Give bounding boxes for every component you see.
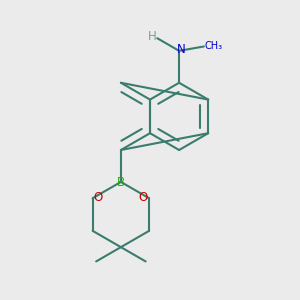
Text: O: O	[139, 191, 148, 204]
Text: H: H	[148, 30, 157, 43]
Text: B: B	[117, 176, 125, 189]
Text: N: N	[176, 43, 185, 56]
Text: CH₃: CH₃	[205, 41, 223, 51]
Text: O: O	[94, 191, 103, 204]
